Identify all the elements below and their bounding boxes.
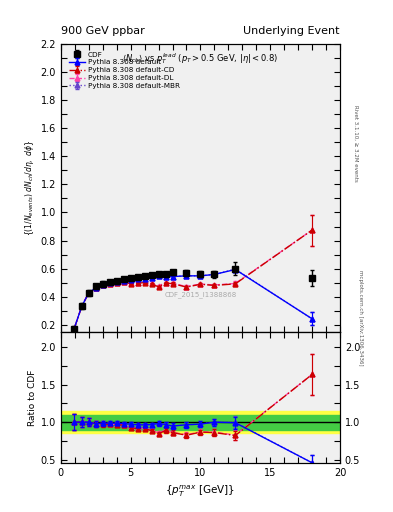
Text: mcplots.cern.ch [arXiv:1306.3436]: mcplots.cern.ch [arXiv:1306.3436] (358, 270, 363, 365)
Text: 900 GeV ppbar: 900 GeV ppbar (61, 26, 145, 36)
Text: Rivet 3.1.10, ≥ 3.2M events: Rivet 3.1.10, ≥ 3.2M events (354, 105, 359, 182)
Y-axis label: $\{(1/N_{events})\ dN_{ch}/d\eta,\ d\phi\}$: $\{(1/N_{events})\ dN_{ch}/d\eta,\ d\phi… (24, 140, 37, 236)
Bar (61, 411, 340, 433)
Legend: CDF, Pythia 8.308 default, Pythia 8.308 default-CD, Pythia 8.308 default-DL, Pyt: CDF, Pythia 8.308 default, Pythia 8.308 … (67, 50, 181, 91)
Text: CDF_2015_I1388868: CDF_2015_I1388868 (164, 291, 237, 298)
Y-axis label: Ratio to CDF: Ratio to CDF (28, 370, 37, 426)
X-axis label: $\{p_T^{max}\ [\mathrm{GeV}]\}$: $\{p_T^{max}\ [\mathrm{GeV}]\}$ (165, 484, 235, 499)
Text: $\langle N_{ch}\rangle$ vs $p_T^{lead}$ ($p_T > 0.5$ GeV, $|\eta| < 0.8$): $\langle N_{ch}\rangle$ vs $p_T^{lead}$ … (122, 51, 279, 66)
Text: Underlying Event: Underlying Event (243, 26, 340, 36)
Bar (61, 415, 340, 430)
